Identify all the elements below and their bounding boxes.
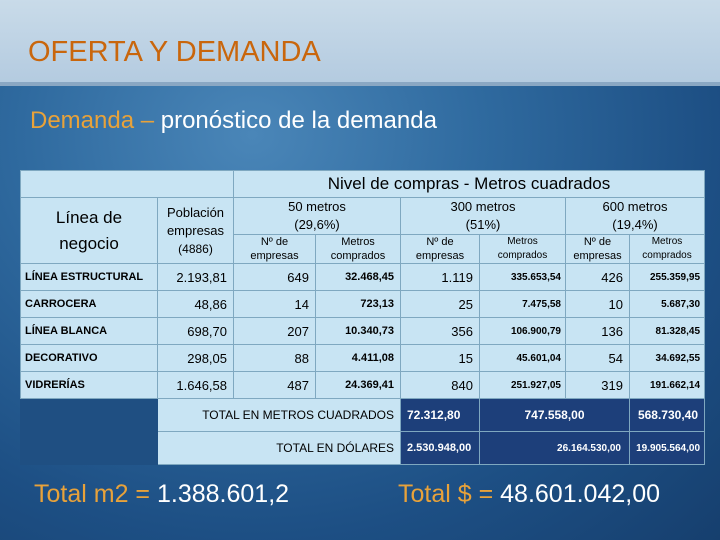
page-subtitle: Demanda – pronóstico de la demanda: [30, 107, 437, 135]
row-label: VIDRERÍAS: [20, 371, 158, 399]
cell-e300: 15: [400, 344, 480, 372]
group-300-name: 300 metros: [450, 199, 516, 214]
cell-e600: 319: [565, 371, 630, 399]
header-divider: [0, 82, 720, 86]
header-band: [0, 0, 720, 82]
group-600-pct: (19,4%): [612, 217, 658, 232]
table-row: DECORATIVO 298,05 88 4.411,08 15 45.601,…: [20, 344, 706, 372]
cell-e50: 649: [233, 263, 316, 291]
cell-m300: 251.927,05: [479, 371, 566, 399]
cell-m50: 10.340,73: [315, 317, 401, 345]
sub-metros-600: Metros comprados: [628, 234, 706, 264]
blank-cell: [20, 398, 158, 432]
total-usd-caption: Total $ =: [398, 480, 494, 508]
blank-cell: [20, 431, 158, 465]
row-label: LÍNEA BLANCA: [20, 317, 158, 345]
group-600-name: 600 metros: [602, 199, 668, 214]
cell-m300: 335.653,54: [479, 263, 566, 291]
cell-e300: 840: [400, 371, 480, 399]
cell-m600: 81.328,45: [628, 317, 706, 345]
cell-m50: 24.369,41: [315, 371, 401, 399]
cell-e50: 88: [233, 344, 316, 372]
group-header-300: 300 metros (51%): [400, 197, 566, 235]
sub-empresas-600: Nº de empresas: [565, 234, 630, 264]
col-pob-line2: empresas: [166, 222, 225, 238]
total-usd-600: 19.905.564,00: [628, 431, 706, 465]
group-50-pct: (29,6%): [294, 217, 340, 232]
cell-m300: 106.900,79: [479, 317, 566, 345]
sub-empresas-300: Nº de empresas: [400, 234, 480, 264]
row-label: LÍNEA ESTRUCTURAL: [20, 263, 158, 291]
total-m2-600: 568.730,40: [628, 398, 706, 432]
sub-metros-50: Metros comprados: [315, 234, 401, 264]
cell-poblacion: 298,05: [157, 344, 234, 372]
group-header-600: 600 metros (19,4%): [564, 197, 706, 235]
cell-m600: 5.687,30: [628, 290, 706, 318]
cell-e300: 1.119: [400, 263, 480, 291]
cell-m50: 4.411,08: [315, 344, 401, 372]
cell-m300: 45.601,04: [479, 344, 566, 372]
cell-e50: 207: [233, 317, 316, 345]
subtitle-text: pronóstico de la demanda: [154, 107, 437, 134]
corner-cell: [20, 170, 234, 198]
cell-e300: 356: [400, 317, 480, 345]
col-pob-line1: Población: [166, 204, 225, 220]
cell-m50: 32.468,45: [315, 263, 401, 291]
cell-e600: 54: [565, 344, 630, 372]
demand-table: Nivel de compras - Metros cuadrados Líne…: [20, 170, 706, 465]
cell-poblacion: 1.646,58: [157, 371, 234, 399]
col-linea-line2: negocio: [59, 233, 119, 253]
footer-total-m2: Total m2 = 1.388.601,2: [34, 480, 289, 509]
col-header-poblacion: Población empresas (4886): [157, 197, 234, 264]
col-pob-line3: (4886): [178, 241, 213, 256]
total-usd-300: 26.164.530,00: [479, 431, 630, 465]
group-header-50: 50 metros (29,6%): [233, 197, 401, 235]
cell-e600: 426: [565, 263, 630, 291]
subtitle-accent: Demanda –: [30, 107, 155, 134]
total-m2-300: 747.558,00: [479, 398, 630, 432]
page-title: OFERTA Y DEMANDA: [28, 36, 321, 68]
cell-e50: 487: [233, 371, 316, 399]
cell-m50: 723,13: [315, 290, 401, 318]
total-usd-50: 2.530.948,00: [400, 431, 480, 465]
cell-e300: 25: [400, 290, 480, 318]
table-row: CARROCERA 48,86 14 723,13 25 7.475,58 10…: [20, 290, 706, 318]
cell-m300: 7.475,58: [479, 290, 566, 318]
main-header: Nivel de compras - Metros cuadrados: [232, 170, 706, 198]
total-m2-row: TOTAL EN METROS CUADRADOS 72.312,80 747.…: [20, 398, 706, 432]
cell-poblacion: 698,70: [157, 317, 234, 345]
row-label: CARROCERA: [20, 290, 158, 318]
table-row: LÍNEA ESTRUCTURAL 2.193,81 649 32.468,45…: [20, 263, 706, 291]
group-300-pct: (51%): [465, 217, 501, 232]
cell-e50: 14: [233, 290, 316, 318]
table-row: VIDRERÍAS 1.646,58 487 24.369,41 840 251…: [20, 371, 706, 399]
table-row: LÍNEA BLANCA 698,70 207 10.340,73 356 10…: [20, 317, 706, 345]
group-50-name: 50 metros: [288, 199, 346, 214]
footer-total-usd: Total $ = 48.601.042,00: [398, 480, 660, 509]
sub-metros-300: Metros comprados: [479, 234, 566, 264]
cell-m600: 255.359,95: [628, 263, 706, 291]
cell-e600: 10: [565, 290, 630, 318]
cell-e600: 136: [565, 317, 630, 345]
col-header-linea: Línea de negocio: [20, 197, 158, 264]
total-usd-label: TOTAL EN DÓLARES: [157, 431, 401, 465]
row-label: DECORATIVO: [20, 344, 158, 372]
cell-m600: 191.662,14: [628, 371, 706, 399]
total-m2-label: TOTAL EN METROS CUADRADOS: [157, 398, 401, 432]
cell-poblacion: 2.193,81: [157, 263, 234, 291]
cell-poblacion: 48,86: [157, 290, 234, 318]
sub-empresas-50: Nº de empresas: [233, 234, 316, 264]
total-usd-row: TOTAL EN DÓLARES 2.530.948,00 26.164.530…: [20, 431, 706, 465]
total-m2-caption: Total m2 =: [34, 480, 151, 508]
total-m2-50: 72.312,80: [400, 398, 480, 432]
col-linea-line1: Línea de: [55, 207, 123, 227]
total-m2-value: 1.388.601,2: [150, 480, 290, 508]
cell-m600: 34.692,55: [628, 344, 706, 372]
total-usd-value: 48.601.042,00: [493, 480, 661, 508]
